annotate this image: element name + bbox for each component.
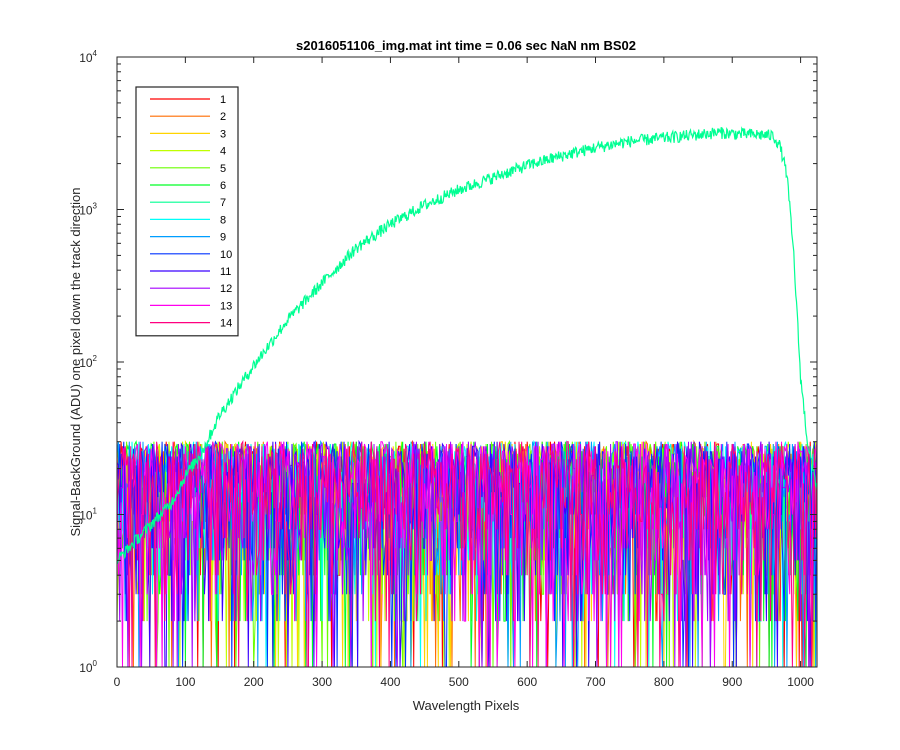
legend-label: 6 xyxy=(220,180,226,192)
x-tick-label: 700 xyxy=(586,675,606,689)
legend-label: 1 xyxy=(220,94,226,106)
x-tick-label: 300 xyxy=(312,675,332,689)
legend-label: 8 xyxy=(220,214,226,226)
legend-label: 5 xyxy=(220,163,226,175)
x-tick-label: 1000 xyxy=(787,675,814,689)
series-line-7 xyxy=(117,126,817,565)
y-tick-label: 102 xyxy=(79,354,97,370)
y-tick-label: 103 xyxy=(79,202,97,218)
x-tick-label: 800 xyxy=(654,675,674,689)
x-tick-label: 0 xyxy=(114,675,121,689)
x-tick-label: 400 xyxy=(380,675,400,689)
y-tick-label: 104 xyxy=(79,49,97,65)
legend-label: 4 xyxy=(220,146,226,158)
x-tick-label: 500 xyxy=(449,675,469,689)
y-axis-label: Signal-BackGround (ADU) one pixel down t… xyxy=(68,187,83,536)
legend-label: 11 xyxy=(220,266,231,278)
legend-label: 12 xyxy=(220,283,232,295)
x-tick-label: 600 xyxy=(517,675,537,689)
legend-label: 9 xyxy=(220,232,226,244)
series-line-14 xyxy=(117,439,817,667)
x-axis-label: Wavelength Pixels xyxy=(413,698,520,713)
y-tick-label: 100 xyxy=(79,659,97,675)
legend-label: 2 xyxy=(220,111,226,123)
legend-label: 13 xyxy=(220,300,232,312)
x-axis: 0 100 200 300 400 500 600 700 800 900 1000 xyxy=(114,57,814,689)
x-tick-label: 900 xyxy=(722,675,742,689)
legend-label: 7 xyxy=(220,197,226,209)
legend-box xyxy=(135,86,239,337)
chart-title: s2016051106_img.mat int time = 0.06 sec … xyxy=(296,38,636,53)
x-tick-label: 100 xyxy=(175,675,195,689)
plot-area xyxy=(117,126,817,667)
series-line-11 xyxy=(117,439,817,667)
legend-label: 3 xyxy=(220,128,226,140)
legend-label: 10 xyxy=(220,249,232,261)
x-tick-label: 200 xyxy=(244,675,264,689)
y-tick-label: 101 xyxy=(79,507,97,523)
legend-label: 14 xyxy=(220,318,232,330)
